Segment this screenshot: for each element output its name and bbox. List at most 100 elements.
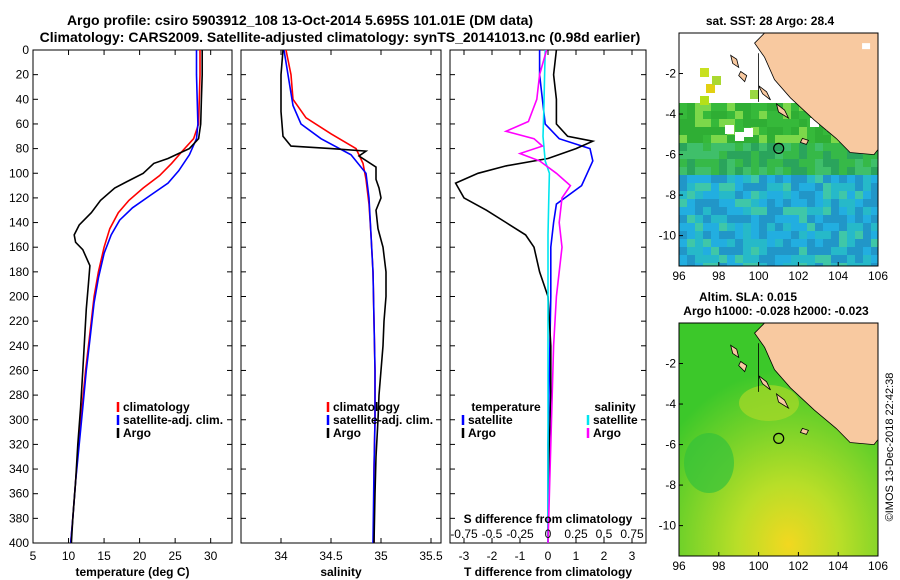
sst-cell — [759, 119, 767, 127]
sst-cell — [815, 215, 823, 223]
series-line-satellite-adj-clim- — [69, 50, 199, 544]
sst-cell — [783, 199, 791, 207]
sst-cell — [750, 90, 759, 99]
sst-cell — [743, 247, 751, 255]
sst-cell — [719, 111, 727, 119]
temperature-profile-plot: 5 10 15 20 25 3002040608010012014016018020022… — [9, 43, 233, 579]
sst-cell — [743, 239, 751, 247]
sst-cell — [679, 247, 687, 255]
sst-cell — [711, 135, 719, 143]
sst-cell — [751, 175, 759, 183]
s-tick-label: -0.5 — [482, 527, 503, 541]
sst-cell — [839, 159, 847, 167]
sst-cell — [703, 191, 711, 199]
legend-label: Argo — [593, 426, 621, 440]
sst-cell — [871, 263, 878, 266]
sst-cell — [839, 183, 847, 191]
sst-cell — [743, 111, 751, 119]
s-tick-label: 0.75 — [620, 527, 644, 541]
sst-cell — [871, 199, 878, 207]
sst-cell — [695, 127, 703, 135]
x-tick-label: 0 — [545, 549, 552, 563]
sst-cell — [783, 167, 791, 175]
y-tick-label: 40 — [16, 92, 30, 106]
sst-cell — [847, 215, 855, 223]
sst-cell — [687, 207, 695, 215]
sst-cell — [807, 199, 815, 207]
sst-cell — [815, 175, 823, 183]
series-line-s-satellite — [542, 49, 551, 543]
sst-cell — [783, 207, 791, 215]
sst-cell — [767, 207, 775, 215]
sst-cell — [823, 223, 831, 231]
y-tick-label: 400 — [9, 536, 29, 550]
sst-cell — [791, 263, 799, 266]
sst-cell — [767, 119, 775, 127]
sst-cell — [791, 191, 799, 199]
sst-cell — [815, 143, 823, 151]
x-tick-label: 2 — [601, 549, 608, 563]
map-content — [679, 323, 878, 556]
sst-cell — [703, 215, 711, 223]
sst-cell — [783, 127, 791, 135]
sst-cell — [759, 143, 767, 151]
sst-cell — [823, 183, 831, 191]
sst-cell — [855, 223, 863, 231]
sst-cell — [727, 143, 735, 151]
sst-cell — [775, 135, 783, 143]
y-tick-label: 180 — [9, 265, 29, 279]
sst-cell — [703, 175, 711, 183]
sst-cell — [711, 143, 719, 151]
sst-cell — [815, 223, 823, 231]
land-sumatra — [754, 323, 878, 446]
sst-cell — [743, 119, 751, 127]
y-tick-label: 300 — [9, 413, 29, 427]
sst-cell — [703, 127, 711, 135]
s-tick-label: -0.75 — [450, 527, 478, 541]
sst-cell — [815, 239, 823, 247]
sst-cell — [807, 239, 815, 247]
sst-cell — [791, 239, 799, 247]
sst-cell — [759, 231, 767, 239]
sst-cell — [743, 199, 751, 207]
sla-map-title-line-2: Argo h1000: -0.028 h2000: -0.023 — [683, 304, 869, 318]
sst-cell — [791, 103, 799, 111]
sst-cell — [679, 231, 687, 239]
sst-cell — [711, 247, 719, 255]
sst-cell — [767, 215, 775, 223]
sst-cell — [783, 135, 791, 143]
sst-cell — [783, 103, 791, 111]
sst-cell — [700, 68, 709, 77]
sst-cell — [815, 207, 823, 215]
legend-salinity-title: salinity — [594, 400, 636, 414]
sst-cell — [783, 191, 791, 199]
sst-cell — [727, 111, 735, 119]
sst-cell — [695, 143, 703, 151]
sst-cell — [719, 127, 727, 135]
sst-cell — [807, 223, 815, 231]
sst-cell — [687, 135, 695, 143]
sst-cell — [679, 167, 687, 175]
sst-cell — [775, 207, 783, 215]
sst-cell — [799, 143, 807, 151]
sst-cell — [831, 183, 839, 191]
sla-map: 96 98 100 102 104 106 -2 -4 -6 -8 -10 — [659, 322, 888, 573]
sst-cell — [751, 103, 759, 111]
sst-cell — [679, 159, 687, 167]
sst-cell — [687, 143, 695, 151]
sst-cell — [711, 263, 719, 266]
cloud-gap — [862, 43, 871, 50]
sst-cell — [863, 247, 871, 255]
sst-cell — [719, 119, 727, 127]
sst-cell — [711, 239, 719, 247]
sst-cell — [687, 183, 695, 191]
sst-cell — [719, 223, 727, 231]
sst-cell — [759, 111, 767, 119]
sst-cell — [831, 239, 839, 247]
sst-cell — [847, 159, 855, 167]
sst-cell — [751, 223, 759, 231]
sst-cell — [847, 223, 855, 231]
sst-cell — [839, 223, 847, 231]
sst-cell — [871, 231, 878, 239]
sst-cell — [703, 239, 711, 247]
